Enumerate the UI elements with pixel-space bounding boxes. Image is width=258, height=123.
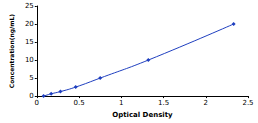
svg-text:Optical Density: Optical Density: [112, 111, 173, 119]
svg-text:20: 20: [25, 20, 34, 28]
svg-text:2: 2: [204, 99, 208, 107]
svg-text:2.5: 2.5: [242, 99, 253, 107]
svg-text:5: 5: [29, 74, 33, 82]
svg-text:25: 25: [25, 2, 34, 10]
svg-text:Concentration(ng/mL): Concentration(ng/mL): [8, 14, 16, 88]
svg-text:0.5: 0.5: [73, 99, 84, 107]
svg-text:1: 1: [119, 99, 123, 107]
svg-text:1.5: 1.5: [158, 99, 169, 107]
svg-text:0: 0: [29, 92, 33, 100]
svg-text:15: 15: [25, 38, 34, 46]
svg-text:10: 10: [25, 56, 34, 64]
svg-text:0: 0: [35, 99, 39, 107]
